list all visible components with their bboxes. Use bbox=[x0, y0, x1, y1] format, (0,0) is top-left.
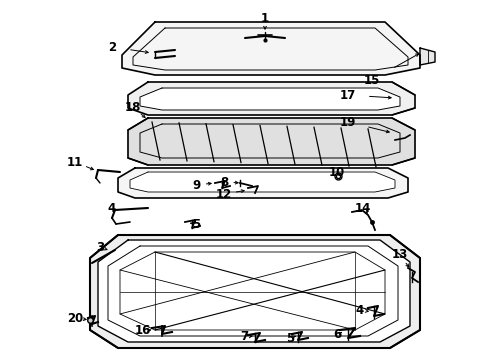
Text: 1: 1 bbox=[261, 12, 269, 24]
Text: 20: 20 bbox=[67, 311, 83, 324]
Text: 5: 5 bbox=[286, 332, 294, 345]
Text: 10: 10 bbox=[329, 166, 345, 179]
Text: 19: 19 bbox=[340, 116, 356, 129]
Text: 2: 2 bbox=[108, 41, 116, 54]
Text: 14: 14 bbox=[355, 202, 371, 215]
Polygon shape bbox=[90, 235, 420, 348]
Text: 9: 9 bbox=[192, 179, 200, 192]
Text: 6: 6 bbox=[333, 328, 341, 342]
Polygon shape bbox=[122, 22, 420, 75]
Text: 4: 4 bbox=[108, 202, 116, 215]
Text: 3: 3 bbox=[96, 240, 104, 253]
Text: 11: 11 bbox=[67, 156, 83, 168]
Polygon shape bbox=[130, 172, 395, 192]
Polygon shape bbox=[118, 168, 408, 198]
Text: 18: 18 bbox=[125, 100, 141, 113]
Polygon shape bbox=[128, 82, 415, 115]
Text: 5: 5 bbox=[192, 217, 200, 230]
Text: 13: 13 bbox=[392, 248, 408, 261]
Text: 4: 4 bbox=[356, 303, 364, 316]
Polygon shape bbox=[140, 88, 400, 110]
Polygon shape bbox=[98, 240, 410, 342]
Text: 12: 12 bbox=[216, 188, 232, 201]
Text: 8: 8 bbox=[220, 176, 228, 189]
Text: 17: 17 bbox=[340, 89, 356, 102]
Polygon shape bbox=[128, 118, 415, 165]
Text: 7: 7 bbox=[240, 330, 248, 343]
Text: 15: 15 bbox=[364, 73, 380, 86]
Polygon shape bbox=[420, 48, 435, 65]
Text: 16: 16 bbox=[135, 324, 151, 337]
